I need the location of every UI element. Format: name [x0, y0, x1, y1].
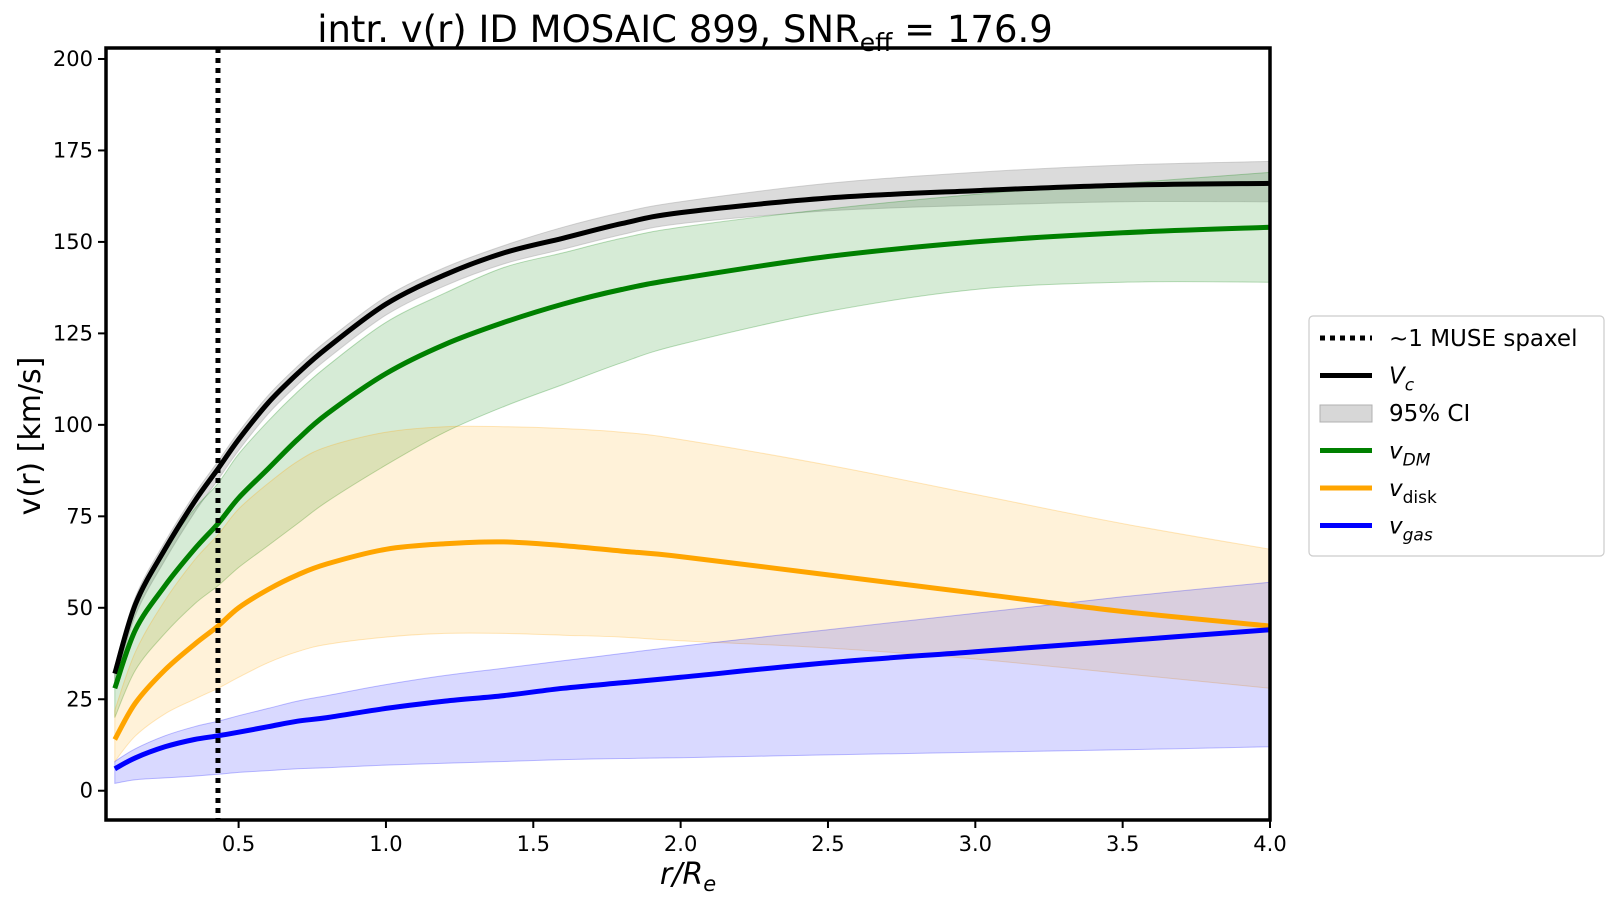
- confidence-bands: [114, 160, 1270, 784]
- y-tick-label: 100: [53, 413, 93, 437]
- legend-label-main: V: [1389, 364, 1407, 390]
- chart-title-sub: eff: [860, 28, 893, 57]
- legend-label: ~1 MUSE spaxel: [1389, 326, 1577, 352]
- x-axis-label: r/Re: [660, 857, 716, 896]
- legend-ci-swatch: [1319, 404, 1373, 423]
- legend-item: vdisk: [1320, 476, 1437, 508]
- y-tick-label: 175: [53, 138, 93, 162]
- x-axis-ticks: 0.5 1.0 1.5 2.0 2.5 3.0 3.5 4.0: [222, 820, 1287, 856]
- x-axis-label-sub: e: [703, 872, 716, 896]
- legend-label-sub: DM: [1403, 451, 1431, 471]
- chart-title: intr. v(r) ID MOSAIC 899, SNReff = 176.9: [317, 8, 1053, 57]
- x-axis-label-main: r/R: [660, 857, 703, 892]
- y-axis-ticks: 0 25 50 75 100 125 150 175 200: [53, 47, 106, 803]
- legend-item: 95% CI: [1319, 401, 1470, 427]
- x-tick-label: 3.0: [959, 832, 992, 856]
- x-tick-label: 3.5: [1106, 832, 1139, 856]
- x-tick-label: 1.5: [517, 832, 550, 856]
- legend-label-main: v: [1389, 476, 1403, 502]
- v-dm-line: [112, 224, 1270, 690]
- legend-label: vdisk: [1389, 476, 1437, 508]
- legend-label: vgas: [1389, 514, 1433, 546]
- y-tick-label: 125: [53, 321, 93, 345]
- legend-label-sub: gas: [1403, 526, 1433, 546]
- y-tick-label: 75: [66, 504, 93, 528]
- legend-item: vgas: [1320, 514, 1433, 546]
- legend-label-main: v: [1389, 514, 1403, 540]
- legend-label-sub: disk: [1403, 488, 1437, 508]
- chart-title-tail: = 176.9: [892, 8, 1052, 51]
- v-dm-ci-band: [114, 171, 1270, 718]
- x-tick-label: 0.5: [222, 832, 255, 856]
- legend-label-main: v: [1389, 439, 1403, 465]
- legend-label-sub: c: [1405, 376, 1415, 396]
- v-disk-line: [112, 539, 1270, 741]
- y-tick-label: 0: [80, 779, 93, 803]
- v-c-line: [112, 180, 1270, 675]
- legend-item: vDM: [1320, 439, 1431, 471]
- legend-item: Vc: [1320, 364, 1415, 396]
- y-axis-label: v(r) [km/s]: [13, 357, 48, 516]
- v-disk-ci-band: [114, 425, 1270, 763]
- x-tick-label: 1.0: [369, 832, 402, 856]
- series-lines: [112, 180, 1270, 771]
- v-gas-line: [113, 627, 1270, 771]
- legend-item: ~1 MUSE spaxel: [1320, 326, 1577, 352]
- y-tick-label: 200: [53, 47, 93, 71]
- plot-frame: [104, 46, 1272, 822]
- x-tick-label: 2.5: [811, 832, 844, 856]
- legend-label: Vc: [1389, 364, 1415, 396]
- legend-label: vDM: [1389, 439, 1431, 471]
- legend-label: 95% CI: [1389, 401, 1470, 427]
- x-tick-label: 2.0: [664, 832, 697, 856]
- y-tick-label: 50: [66, 596, 93, 620]
- y-tick-label: 25: [66, 687, 93, 711]
- y-tick-label: 150: [53, 230, 93, 254]
- chart-title-main: intr. v(r) ID MOSAIC 899, SNR: [317, 8, 860, 51]
- v-gas-ci-band: [114, 581, 1270, 784]
- x-tick-label: 4.0: [1253, 832, 1286, 856]
- legend-box: [1308, 315, 1605, 557]
